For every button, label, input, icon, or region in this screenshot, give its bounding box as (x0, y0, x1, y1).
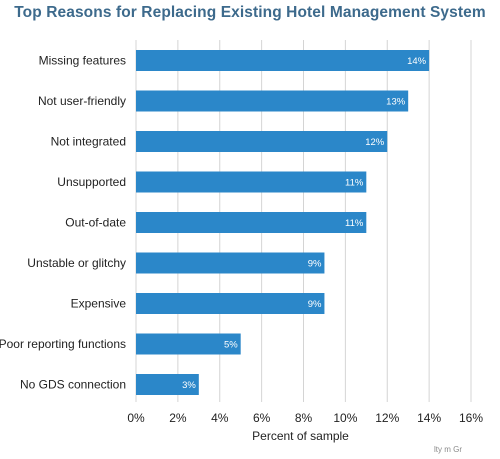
bar-value-label: 11% (345, 218, 364, 229)
category-label: Expensive (71, 297, 127, 311)
x-tick-label: 14% (417, 411, 441, 425)
bar (136, 212, 367, 233)
category-label: Unstable or glitchy (27, 256, 126, 270)
bar (136, 293, 325, 314)
bar-value-label: 13% (386, 97, 406, 108)
x-tick-label: 4% (211, 411, 229, 425)
bar-value-label: 3% (182, 380, 196, 391)
bars: 14% 13% 12% 11% 11% 9% 9% 5% 3% (136, 50, 430, 395)
bar-value-label: 9% (308, 259, 322, 270)
x-tick-label: 6% (253, 411, 271, 425)
bar-value-label: 9% (308, 299, 322, 310)
bar-value-label: 12% (365, 137, 385, 148)
x-tick-label: 2% (169, 411, 187, 425)
bar (136, 90, 409, 112)
category-label: Unsupported (57, 175, 126, 189)
x-tick-labels: 0% 2% 4% 6% 8% 10% 12% 14% 16% (127, 411, 483, 425)
x-tick-label: 16% (459, 411, 483, 425)
bar (136, 252, 325, 274)
x-tick-label: 8% (295, 411, 313, 425)
category-label: No GDS connection (20, 378, 126, 392)
x-axis-title: Percent of sample (252, 429, 349, 443)
bar (136, 374, 199, 395)
x-tick-label: 0% (127, 411, 145, 425)
chart-title: Top Reasons for Replacing Existing Hotel… (14, 4, 486, 21)
category-label: Not user-friendly (38, 94, 126, 108)
category-label: Poor reporting functions (0, 337, 126, 351)
category-labels: Missing features Not user-friendly Not int… (0, 54, 126, 392)
bar (136, 333, 241, 355)
x-tick-label: 10% (333, 411, 357, 425)
category-label: Not integrated (51, 135, 126, 149)
bar-value-label: 5% (224, 340, 238, 351)
category-label: Out-of-date (65, 216, 126, 230)
bar (136, 171, 367, 193)
bar-value-label: 14% (407, 56, 427, 67)
x-tick-label: 12% (375, 411, 399, 425)
category-label: Missing features (39, 54, 126, 68)
bar (136, 50, 430, 71)
bar (136, 131, 388, 152)
watermark-text: lty m ﻿Gr (434, 445, 462, 454)
bar-value-label: 11% (345, 178, 364, 189)
